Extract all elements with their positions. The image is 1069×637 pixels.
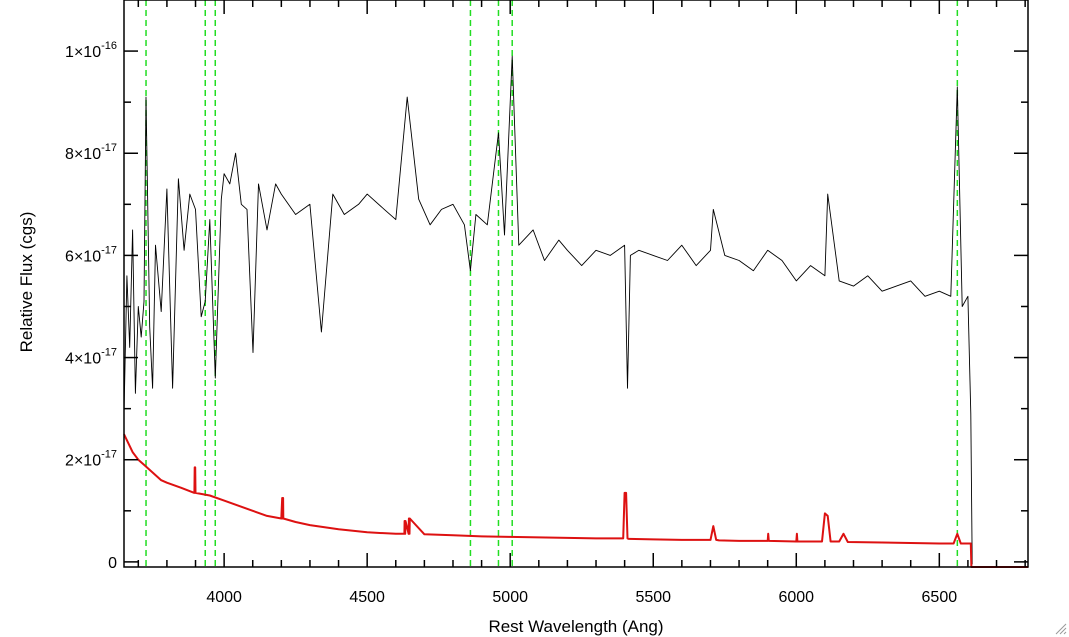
x-tick-label: 6000 — [778, 589, 814, 606]
y-axis-title: Relative Flux (cgs) — [17, 212, 36, 353]
x-tick-label: 5000 — [492, 589, 528, 606]
x-tick-label: 4000 — [206, 589, 242, 606]
x-tick-labels: 4000 4500 5000 5500 6000 6500 — [206, 589, 957, 606]
plot-frame — [123, 0, 1029, 568]
x-tick-label: 6500 — [922, 589, 958, 606]
resize-grip-icon[interactable] — [1055, 623, 1067, 635]
y-tick-label: 4×10-17 — [65, 347, 117, 368]
x-tick-label: 5500 — [635, 589, 671, 606]
axis-ticks — [124, 0, 1028, 567]
emission-line-markers — [145, 0, 959, 567]
data-series — [123, 55, 1028, 568]
y-tick-label: 8×10-17 — [65, 142, 117, 163]
y-tick-label: 0 — [108, 555, 117, 572]
spectrum-flux-line — [123, 55, 973, 565]
y-tick-labels: 0 2×10-17 4×10-17 6×10-17 8×10-17 1×10-16 — [65, 40, 117, 572]
y-tick-label: 2×10-17 — [65, 449, 117, 470]
y-tick-label: 1×10-16 — [65, 40, 117, 61]
x-axis-title: Rest Wavelength (Ang) — [488, 617, 663, 636]
spectrum-error-line — [123, 433, 1028, 568]
y-tick-label: 6×10-17 — [65, 244, 117, 265]
x-tick-label: 4500 — [349, 589, 385, 606]
